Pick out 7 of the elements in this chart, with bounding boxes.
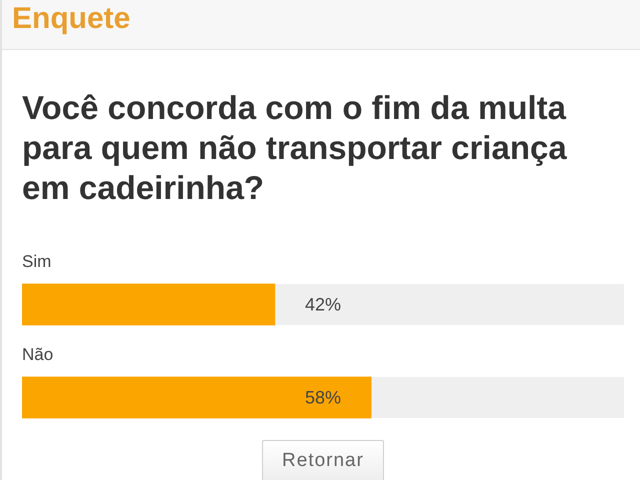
chart-subtitle: Você concorda com o fim da multa para quem não transportar criança em cadeirinha?: [22, 88, 568, 208]
data-label: 58%: [304, 387, 342, 408]
data-label: 42%: [304, 294, 342, 314]
y-tick-label: Sim: [22, 252, 52, 271]
button: Retornar: [262, 440, 384, 480]
chart-title: Enquete: [12, 1, 130, 37]
y-tick-label: Não: [22, 345, 54, 364]
